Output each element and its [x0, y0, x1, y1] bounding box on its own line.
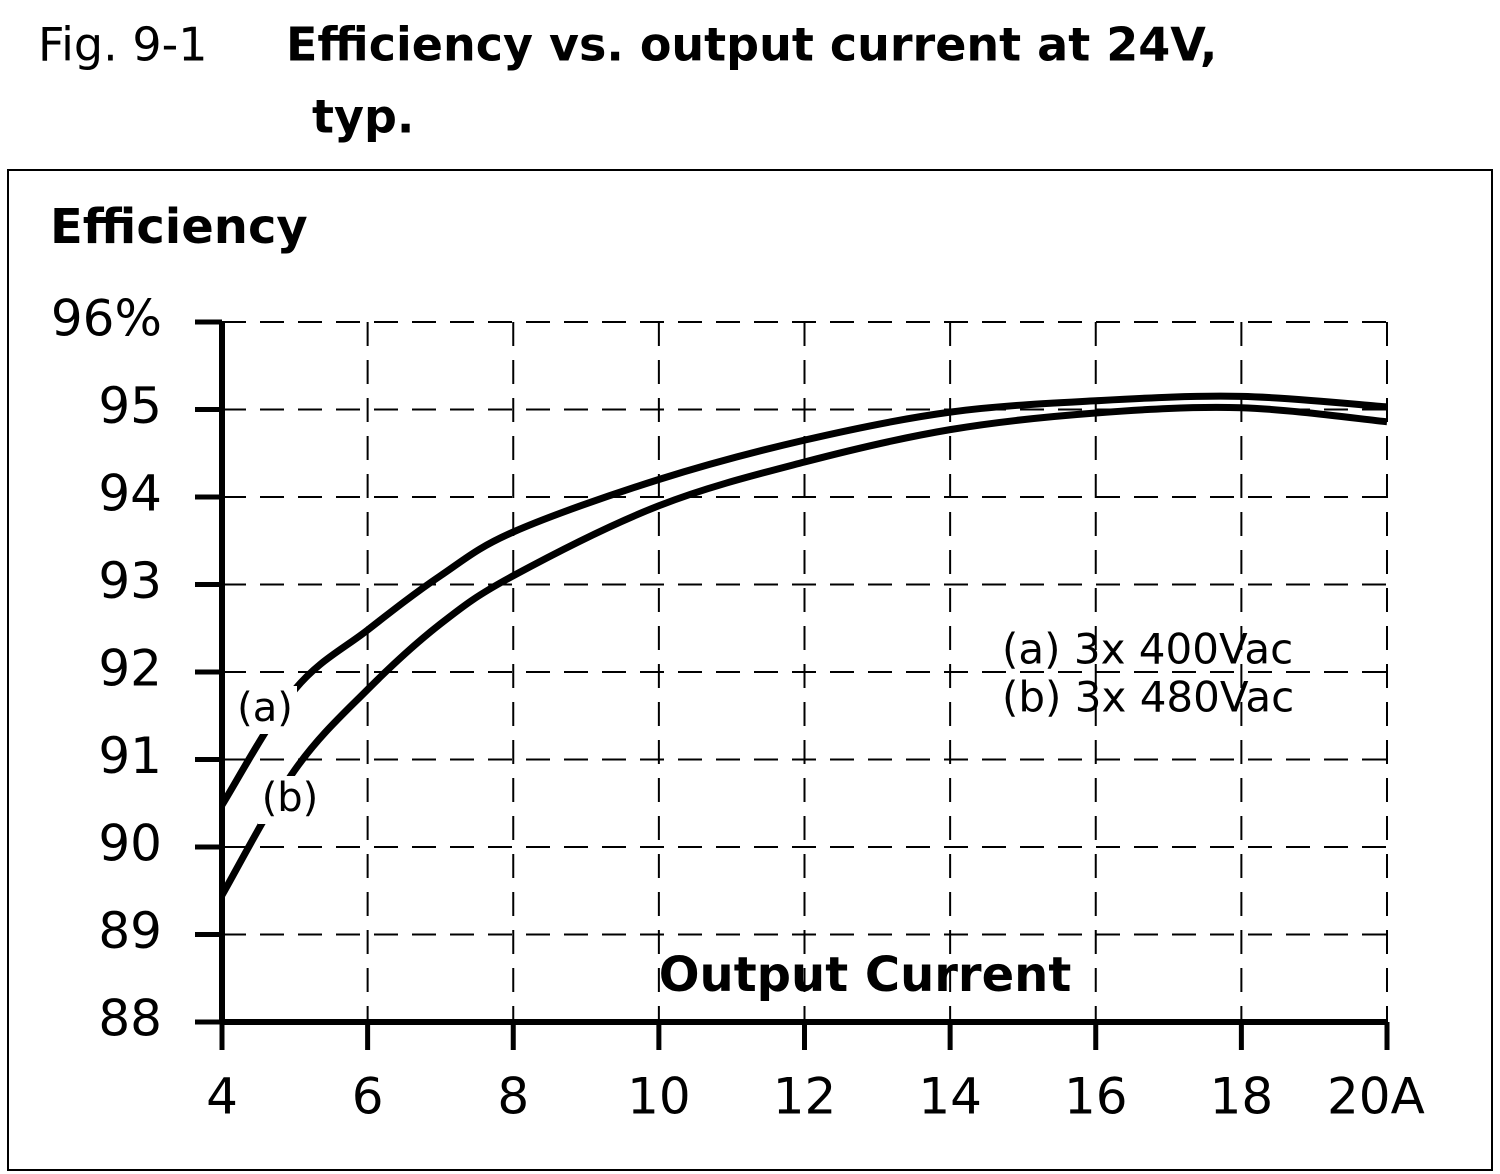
y-tick-label: 96%: [51, 290, 162, 348]
y-tick-label: 93: [98, 552, 162, 610]
frame: [7, 169, 1493, 1171]
x-tick-label: 10: [627, 1068, 691, 1126]
series-line: [219, 392, 1388, 807]
chart-title: Efficiency vs. output current at 24V,: [286, 18, 1217, 72]
x-tick-label: 8: [497, 1068, 529, 1126]
x-tick-label: 20A: [1327, 1068, 1425, 1126]
curve-label: (a): [237, 685, 293, 731]
x-tick-label: 14: [918, 1068, 982, 1126]
x-tick-label: 18: [1210, 1068, 1274, 1126]
x-axis-title: Output Current: [659, 947, 1072, 1003]
y-tick-label: 89: [98, 902, 162, 960]
y-tick-label: 94: [98, 465, 162, 523]
legend-entry: (b) 3x 480Vac: [1002, 673, 1294, 722]
figure-label: Fig. 9-1: [38, 18, 207, 72]
chart-title-line2: typ.: [312, 90, 414, 144]
label-bg: [233, 686, 297, 734]
y-axis-title: Efficiency: [50, 199, 308, 255]
legend-entry: (a) 3x 400Vac: [1002, 625, 1293, 674]
label-bg: [258, 776, 322, 824]
y-tick-label: 91: [98, 727, 162, 785]
y-tick-label: 95: [98, 377, 162, 435]
y-tick-label: 92: [98, 640, 162, 698]
y-tick-label: 88: [98, 990, 162, 1048]
x-tick-label: 4: [206, 1068, 238, 1126]
curve-label: (b): [262, 775, 319, 821]
x-tick-label: 6: [352, 1068, 384, 1126]
y-tick-label: 90: [98, 815, 162, 873]
x-tick-label: 12: [773, 1068, 837, 1126]
series-line: [218, 403, 1388, 897]
x-tick-label: 16: [1064, 1068, 1128, 1126]
